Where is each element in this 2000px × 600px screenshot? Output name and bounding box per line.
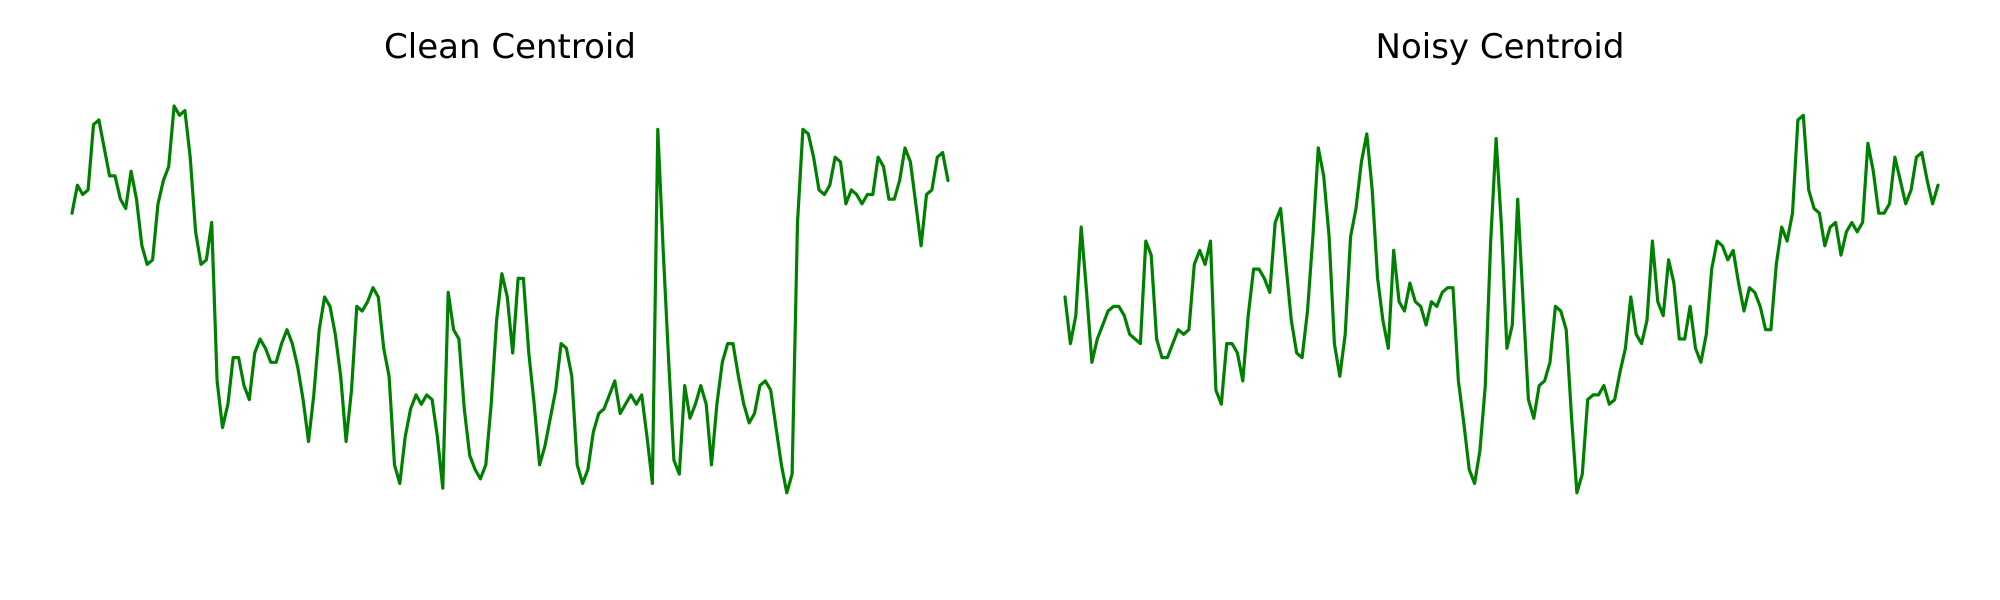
noisy-centroid-series-line (1063, 113, 1940, 495)
noisy-centroid-plot: Noisy Centroid (1063, 27, 1940, 495)
noisy-centroid-title: Noisy Centroid (1376, 27, 1625, 67)
clean-centroid-title: Clean Centroid (384, 27, 636, 67)
clean-centroid-chart: Clean Centroid (70, 27, 950, 495)
noisy-centroid-chart: Noisy Centroid (1000, 0, 2000, 600)
clean-centroid-series-line (70, 104, 950, 495)
clean-centroid-plot: Clean Centroid (70, 27, 950, 495)
